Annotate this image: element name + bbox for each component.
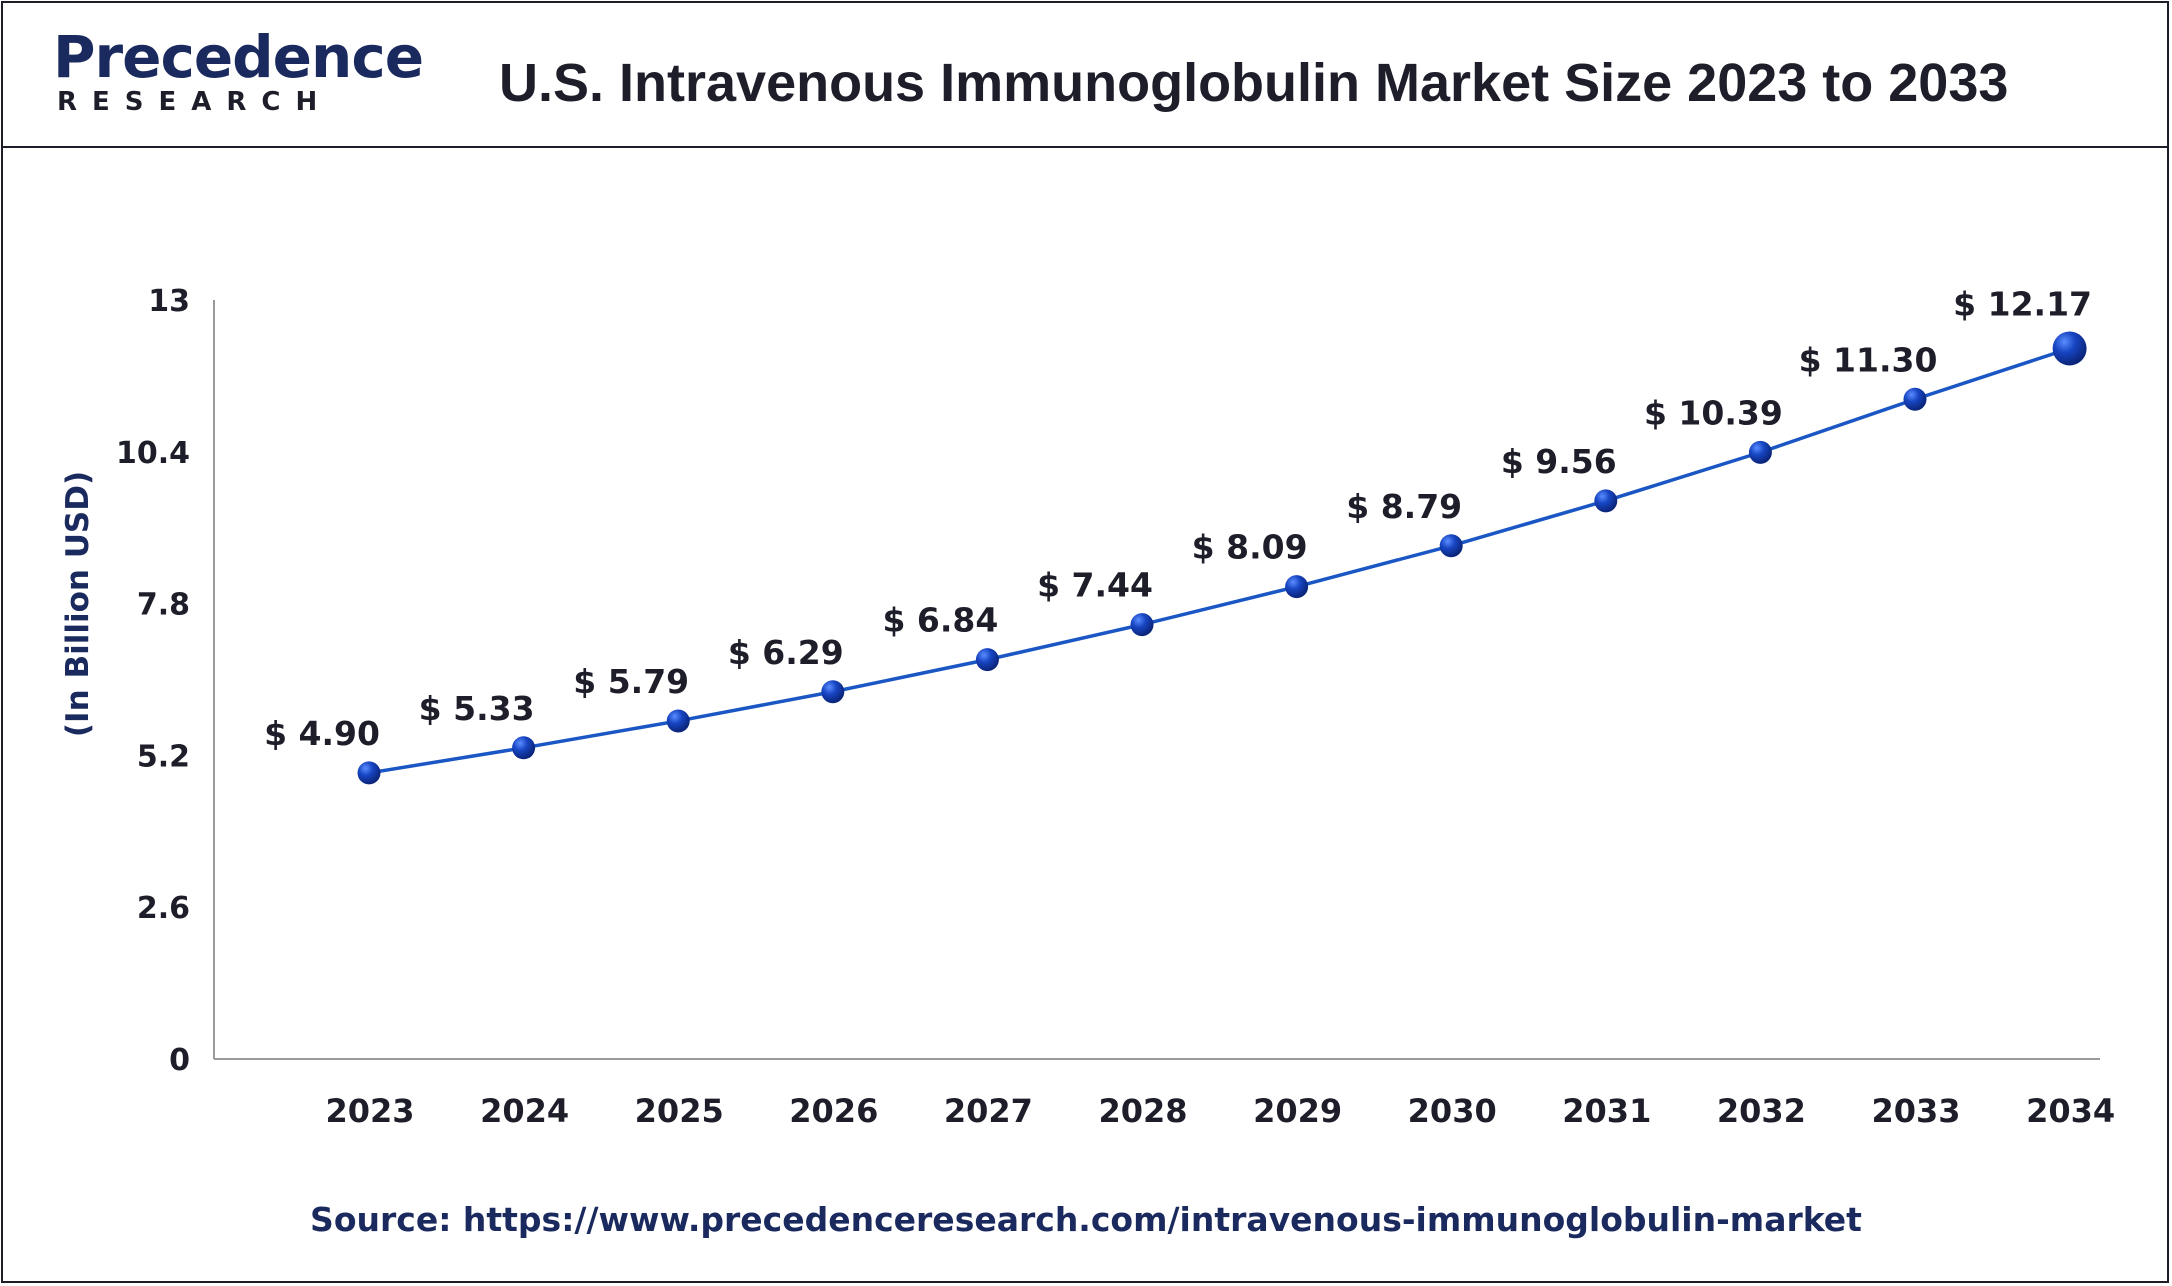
data-label: $ 6.84	[882, 601, 998, 640]
brand-logo: Precedence RESEARCH	[53, 25, 424, 125]
data-label: $ 5.33	[419, 689, 535, 728]
data-point	[357, 761, 381, 785]
data-point	[821, 680, 845, 704]
y-tick-label: 2.6	[137, 891, 190, 926]
data-label: $ 11.30	[1799, 340, 1938, 379]
data-label: $ 12.17	[1953, 284, 2092, 323]
chart-title: U.S. Intravenous Immunoglobulin Market S…	[499, 53, 2009, 113]
data-point	[1439, 534, 1463, 558]
data-point	[1285, 575, 1309, 599]
data-point	[1903, 387, 1927, 411]
data-point	[512, 736, 536, 760]
x-tick-label: 2024	[480, 1092, 569, 1130]
data-label: $ 8.79	[1346, 487, 1462, 526]
data-label: $ 4.90	[264, 714, 380, 753]
logo-wordmark: Precedence	[53, 23, 424, 91]
x-tick-label: 2032	[1717, 1092, 1806, 1130]
y-tick-label: 7.8	[137, 588, 190, 623]
data-point	[1130, 613, 1154, 637]
data-label: $ 5.79	[573, 662, 689, 701]
data-label: $ 9.56	[1501, 442, 1617, 481]
x-tick-label: 2029	[1253, 1092, 1342, 1130]
x-tick-label: 2028	[1098, 1092, 1187, 1130]
x-tick-label: 2023	[325, 1092, 414, 1130]
y-axis-label: (In Billion USD)	[60, 471, 96, 737]
source-note: Source: https://www.precedenceresearch.c…	[310, 1200, 1862, 1239]
data-point	[2052, 331, 2087, 366]
x-tick-label: 2026	[789, 1092, 878, 1130]
logo-subtitle: RESEARCH	[57, 87, 333, 117]
data-label: $ 7.44	[1037, 566, 1153, 605]
data-label: $ 8.09	[1192, 528, 1308, 567]
y-tick-label: 5.2	[137, 739, 190, 774]
data-point	[1594, 489, 1618, 513]
data-point	[666, 709, 690, 733]
data-point	[1748, 440, 1772, 464]
x-tick-label: 2027	[944, 1092, 1033, 1130]
y-tick-label: 13	[148, 284, 190, 319]
series-line	[368, 346, 2071, 775]
data-label: $ 6.29	[728, 633, 844, 672]
x-tick-label: 2025	[635, 1092, 724, 1130]
header: Precedence RESEARCH U.S. Intravenous Imm…	[3, 3, 2167, 148]
data-point	[975, 648, 999, 672]
y-tick-label: 10.4	[116, 436, 190, 471]
x-tick-label: 2033	[1871, 1092, 1960, 1130]
x-tick-label: 2030	[1408, 1092, 1497, 1130]
x-tick-label: 2031	[1562, 1092, 1651, 1130]
x-tick-label: 2034	[2026, 1092, 2115, 1130]
y-tick-label: 0	[169, 1043, 190, 1078]
data-label: $ 10.39	[1644, 393, 1783, 432]
